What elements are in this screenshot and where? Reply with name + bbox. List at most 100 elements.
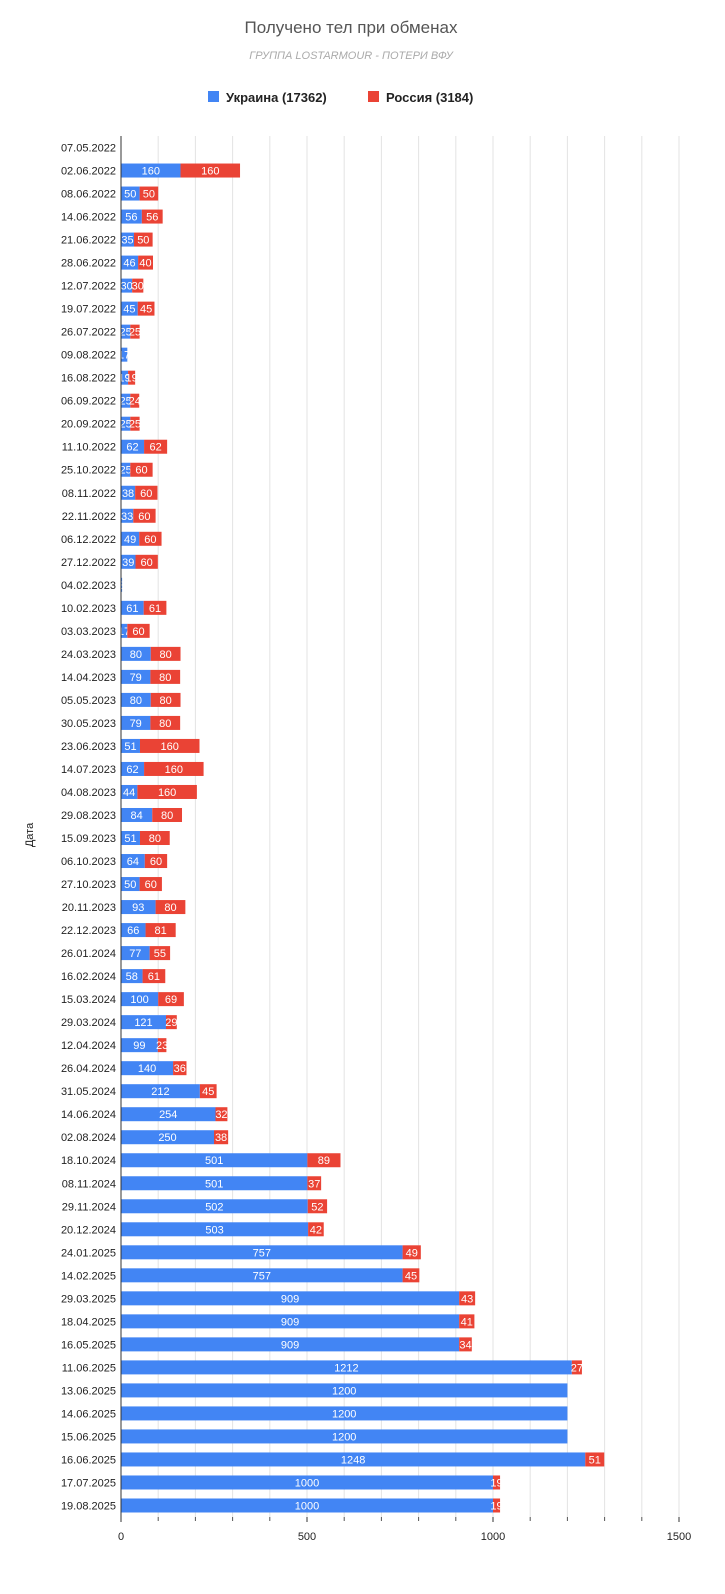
category-label: 15.09.2023 <box>61 833 116 845</box>
category-label: 08.11.2022 <box>62 488 116 500</box>
bar-russia <box>402 1268 420 1283</box>
data-label-ukraine: 58 <box>126 971 138 983</box>
data-label-ukraine: 1000 <box>295 1500 319 1512</box>
bar-ukraine <box>121 1084 200 1099</box>
category-label: 15.03.2024 <box>61 994 116 1006</box>
data-label-russia: 80 <box>159 718 171 730</box>
bar-ukraine <box>121 761 145 776</box>
category-label: 19.08.2025 <box>61 1500 116 1512</box>
bar-ukraine <box>121 1314 460 1329</box>
x-tick-label: 1500 <box>667 1531 691 1543</box>
bar-ukraine <box>121 1130 214 1145</box>
data-label-ukraine: 212 <box>151 1086 169 1098</box>
bar-russia <box>139 531 162 546</box>
data-label-russia: 45 <box>405 1270 417 1282</box>
data-label-russia: 160 <box>161 741 179 753</box>
category-label: 20.11.2023 <box>62 902 116 914</box>
data-label-russia: 60 <box>138 511 150 523</box>
data-label-ukraine: 45 <box>123 304 135 316</box>
category-label: 02.06.2022 <box>61 166 116 178</box>
chart-title: Получено тел при обменах <box>245 18 458 37</box>
data-label-russia: 36 <box>174 1063 186 1075</box>
bar-ukraine <box>121 1452 586 1467</box>
bar-ukraine <box>121 1107 216 1122</box>
category-label: 14.06.2024 <box>61 1109 116 1121</box>
bar-ukraine <box>121 439 145 454</box>
category-label: 08.11.2024 <box>62 1178 116 1190</box>
data-label-russia: 24 <box>129 396 141 408</box>
data-label-russia: 60 <box>141 557 153 569</box>
category-label: 20.12.2024 <box>61 1224 116 1236</box>
bar-ukraine <box>121 1222 309 1237</box>
data-label-russia: 80 <box>160 695 172 707</box>
data-label-russia: 23 <box>156 1040 168 1052</box>
data-label-ukraine: 49 <box>124 534 136 546</box>
bar-russia <box>144 761 204 776</box>
data-label-russia: 19 <box>490 1500 502 1512</box>
category-label: 29.11.2024 <box>62 1201 116 1213</box>
category-label: 03.03.2023 <box>61 626 116 638</box>
data-label-ukraine: 61 <box>126 603 138 615</box>
x-tick-label: 0 <box>118 1531 124 1543</box>
category-label: 10.02.2023 <box>61 603 116 615</box>
bar-ukraine <box>121 1337 460 1352</box>
bar-russia <box>571 1360 582 1375</box>
category-label: 04.02.2023 <box>61 580 116 592</box>
data-label-ukraine: 25 <box>120 465 132 477</box>
data-label-russia: 37 <box>308 1178 320 1190</box>
data-label-russia: 69 <box>165 994 177 1006</box>
bar-ukraine <box>121 831 140 846</box>
category-label: 16.05.2025 <box>61 1339 116 1351</box>
data-label-russia: 19 <box>490 1477 502 1489</box>
category-label: 16.02.2024 <box>61 971 116 983</box>
category-label: 22.12.2023 <box>61 925 116 937</box>
category-label: 14.06.2025 <box>61 1408 116 1420</box>
bar-ukraine <box>121 255 139 270</box>
bar-russia <box>139 738 200 753</box>
bar-russia <box>138 255 153 270</box>
category-label: 18.04.2025 <box>61 1316 116 1328</box>
data-label-russia: 160 <box>201 166 219 178</box>
data-label-russia: 40 <box>139 258 151 270</box>
bar-ukraine <box>121 324 131 339</box>
data-label-ukraine: 1200 <box>332 1431 356 1443</box>
bar-ukraine <box>121 738 140 753</box>
y-axis-label: Дата <box>24 822 36 847</box>
data-label-russia: 51 <box>589 1454 601 1466</box>
bar-russia <box>158 992 184 1007</box>
bar-russia <box>402 1245 421 1260</box>
bar-russia <box>155 900 186 915</box>
bar-russia <box>134 232 153 247</box>
bar-russia <box>173 1061 187 1076</box>
data-label-russia: 38 <box>215 1132 227 1144</box>
data-label-russia: 45 <box>140 304 152 316</box>
bar-russia <box>166 1015 177 1030</box>
category-labels: 07.05.2022 02.06.2022 08.06.2022 14.06.2022… <box>61 143 116 1513</box>
bar-ukraine <box>121 186 140 201</box>
data-label-ukraine: 254 <box>159 1109 177 1121</box>
data-label-ukraine: 50 <box>124 189 136 201</box>
category-label: 20.09.2022 <box>61 419 116 431</box>
category-label: 18.10.2024 <box>61 1155 116 1167</box>
data-label-russia: 25 <box>129 419 141 431</box>
category-label: 04.08.2023 <box>61 787 116 799</box>
data-label-russia: 50 <box>137 235 149 247</box>
data-label-ukraine: 909 <box>281 1339 299 1351</box>
bar-russia <box>130 416 140 431</box>
data-label-ukraine: 33 <box>121 511 133 523</box>
bar-russia <box>307 1153 341 1168</box>
data-label-russia: 80 <box>161 810 173 822</box>
category-label: 26.04.2024 <box>61 1063 116 1075</box>
bar-russia <box>144 439 168 454</box>
data-label-ukraine: 77 <box>129 948 141 960</box>
data-label-ukraine: 66 <box>127 925 139 937</box>
data-label-ukraine: 35 <box>121 235 133 247</box>
data-label-russia: 19 <box>125 373 137 385</box>
bar-ukraine <box>121 854 145 869</box>
bar-russia <box>180 163 241 178</box>
category-label: 06.10.2023 <box>61 856 116 868</box>
bar-ukraine <box>121 646 151 661</box>
bar-ukraine <box>121 1475 493 1490</box>
bar-russia <box>585 1452 605 1467</box>
category-label: 23.06.2023 <box>61 741 116 753</box>
